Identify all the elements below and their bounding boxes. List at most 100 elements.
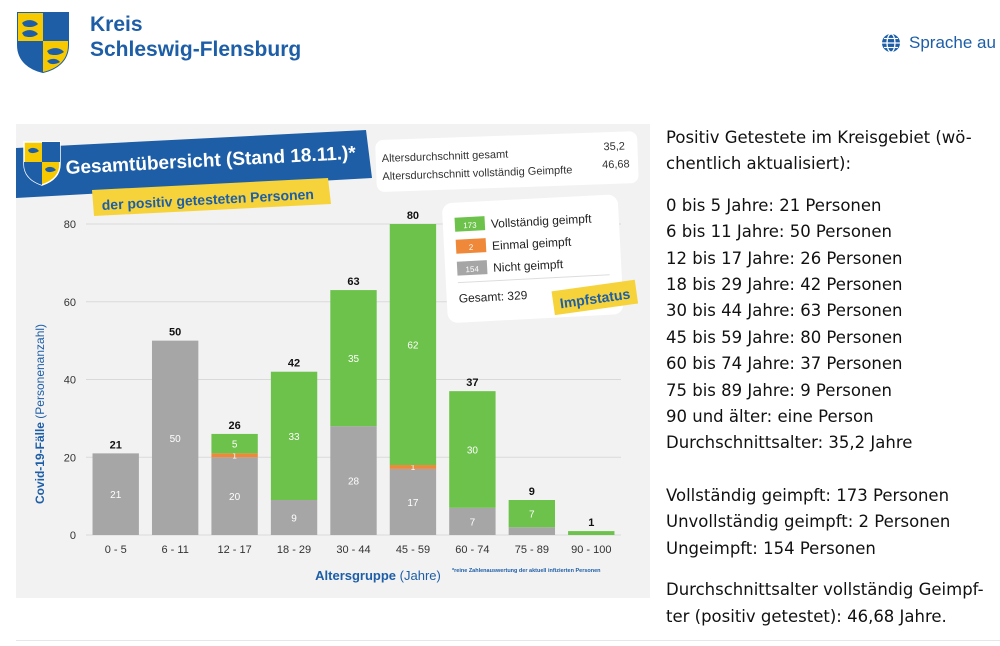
side-info-text: Positiv Getestete im Kreisgebiet (wö- ch… (666, 125, 996, 630)
bar-segment (449, 391, 496, 508)
x-axis-title-unit: (Jahre) (400, 568, 441, 583)
y-tick-label: 20 (64, 452, 76, 464)
vaccination-row: Ungeimpft: 154 Personen (666, 538, 876, 558)
avg-total-value: 35,2 (603, 140, 625, 153)
age-row: 75 bis 89 Jahre: 9 Personen (666, 380, 892, 400)
x-tick-label: 18 - 29 (277, 544, 311, 556)
y-tick-label: 60 (64, 297, 76, 309)
covid-age-chart: Gesamtübersicht (Stand 18.11.)* der posi… (16, 124, 650, 598)
segment-label: 33 (288, 432, 300, 443)
x-tick-label: 45 - 59 (396, 544, 430, 556)
y-tick-label: 80 (64, 219, 76, 231)
average-age-row: Durchschnittsalter: 35,2 Jahre (666, 433, 913, 453)
x-tick-label: 60 - 74 (455, 544, 489, 556)
bar-total-label: 37 (466, 377, 478, 389)
segment-label: 7 (529, 510, 535, 521)
bar-segment (449, 507, 496, 535)
bar-total-label: 42 (288, 358, 300, 370)
age-row: 45 bis 59 Jahre: 80 Personen (666, 327, 903, 347)
segment-label: 5 (232, 440, 238, 451)
segment-label: 62 (407, 341, 419, 352)
legend-label-einmal: Einmal geimpft (492, 235, 573, 253)
bar-total-label: 26 (228, 420, 240, 432)
segment-label: 7 (470, 517, 476, 528)
age-row: 6 bis 11 Jahre: 50 Personen (666, 222, 892, 242)
brand-line-kreis: Kreis (90, 13, 143, 36)
intro-line2: chentlich aktualisiert): (666, 154, 852, 174)
globe-icon (882, 33, 900, 53)
bar-segment (270, 371, 318, 501)
bar-segment (211, 453, 258, 458)
vaccination-row: Unvollständig geimpft: 2 Personen (666, 512, 951, 532)
x-tick-label: 30 - 44 (336, 544, 370, 556)
bar-total-label: 21 (110, 439, 122, 451)
segment-label: 21 (110, 490, 122, 501)
x-tick-label: 90 - 100 (571, 544, 611, 556)
covid-infographic: Gesamtübersicht (Stand 18.11.)* der posi… (16, 124, 650, 598)
bar-segment (389, 468, 437, 535)
age-row: 30 bis 44 Jahre: 63 Personen (666, 301, 903, 321)
y-tick-label: 40 (64, 375, 76, 387)
legend-swatch-einmal (455, 238, 487, 254)
legend-count-einmal: 2 (469, 243, 474, 252)
footnote: *reine Zahlenauswertung der aktuell infi… (452, 568, 601, 574)
bar-total-label: 50 (169, 327, 181, 339)
segment-label: 17 (407, 498, 419, 509)
avg-total-label: Altersdurchschnitt gesamt (382, 149, 509, 165)
bar-segment (389, 465, 437, 469)
bar-segment (508, 527, 556, 535)
bar-segment (270, 500, 318, 535)
bar-segment (389, 224, 437, 466)
y-axis-title-main: Covid-19-Fälle (33, 422, 47, 504)
infographic-logo (23, 141, 61, 186)
bar-total-label: 63 (347, 276, 359, 288)
x-tick-label: 12 - 17 (217, 544, 251, 556)
avg-vacc-value: 46,68 (602, 158, 630, 171)
vaccination-row: Vollständig geimpft: 173 Personen (666, 485, 950, 505)
x-axis-title-main: Altersgruppe (315, 568, 396, 583)
segment-label: 9 (291, 514, 297, 525)
intro-line1: Positiv Getestete im Kreisgebiet (wö- (666, 128, 972, 147)
legend-count-vollstaendig: 173 (463, 221, 477, 231)
bar-segment (211, 457, 258, 535)
language-selector[interactable]: Sprache au (881, 33, 996, 53)
bar-segment (330, 426, 377, 535)
y-axis-title: Covid-19-Fälle (Personenanzahl) (33, 324, 47, 504)
segment-label: 35 (348, 354, 360, 365)
legend-label-vollstaendig: Vollständig geimpft (491, 212, 593, 231)
x-tick-label: 0 - 5 (105, 544, 127, 556)
bar-total-label: 9 (529, 486, 535, 498)
age-row: 60 bis 74 Jahre: 37 Personen (666, 354, 903, 374)
brand-line-name: Schleswig-Flensburg (90, 38, 302, 61)
bar-segment (92, 453, 139, 535)
segment-label: 28 (348, 477, 360, 488)
bar-segment (211, 433, 258, 454)
outro-line1: Durchschnittsalter vollständig Geimpf- (666, 580, 984, 600)
bar-segment (508, 500, 556, 528)
x-axis-title: Altersgruppe (Jahre) (315, 568, 441, 583)
x-tick-label: 6 - 11 (162, 544, 189, 556)
segment-label: 1 (411, 463, 416, 472)
age-row: 0 bis 5 Jahre: 21 Personen (666, 195, 882, 215)
bar-total-label: 80 (407, 210, 419, 222)
outro-line2: ter (positiv getestet): 46,68 Jahre. (666, 606, 947, 626)
page-divider (16, 640, 1000, 641)
legend-swatch-vollstaendig (454, 216, 486, 232)
segment-label: 20 (229, 492, 241, 503)
language-label: Sprache au (909, 33, 996, 52)
legend-swatch-nicht (456, 260, 488, 276)
bar-segment (151, 340, 199, 535)
x-tick-label: 75 - 89 (515, 544, 549, 556)
segment-label: 30 (467, 445, 479, 456)
y-axis-title-unit: (Personenanzahl) (33, 324, 47, 419)
bar-segment (330, 290, 377, 427)
age-row: 12 bis 17 Jahre: 26 Personen (666, 248, 903, 268)
brand-title[interactable]: Kreis Schleswig-Flensburg (90, 12, 301, 62)
segment-label: 1 (232, 451, 237, 460)
legend-label-nicht: Nicht geimpft (493, 257, 564, 275)
age-row: 18 bis 29 Jahre: 42 Personen (666, 275, 903, 295)
legend-count-nicht: 154 (465, 265, 479, 275)
coat-of-arms-logo[interactable] (16, 11, 70, 73)
bar-total-label: 1 (588, 517, 594, 529)
age-row: 90 und älter: eine Person (666, 407, 874, 427)
